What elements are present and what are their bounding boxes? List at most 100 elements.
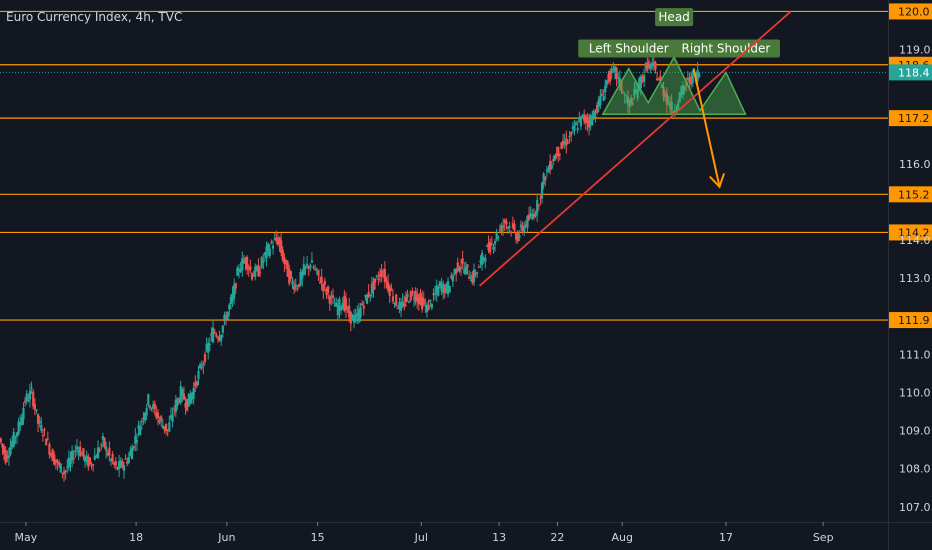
candle-body — [451, 275, 455, 282]
candle-body — [317, 269, 320, 276]
candle-body — [83, 457, 87, 462]
candle-body — [388, 286, 391, 297]
candle-body — [552, 159, 555, 162]
candle-body — [443, 286, 446, 294]
projection-arrow-head — [709, 173, 726, 189]
candle-body — [85, 455, 88, 462]
candle-body — [672, 111, 675, 113]
candle-body — [229, 296, 233, 304]
candle-body — [307, 266, 310, 269]
candle-body — [17, 421, 20, 435]
candle-body — [364, 295, 367, 297]
candle-body — [234, 283, 237, 289]
x-tick-label: Aug — [612, 531, 633, 544]
candle-body — [82, 448, 85, 458]
candle-body — [518, 234, 521, 239]
candle-body — [189, 395, 192, 404]
candle-body — [446, 280, 450, 295]
candle-body — [675, 109, 678, 112]
candle-body — [442, 283, 445, 294]
candle-body — [466, 264, 469, 268]
candle-body — [309, 264, 312, 269]
candle-body — [216, 338, 220, 340]
candle-body — [43, 429, 46, 431]
candle-body — [278, 237, 281, 246]
candle-body — [59, 463, 62, 473]
candle-body — [696, 69, 699, 81]
candle-body — [127, 456, 130, 463]
candle-body — [468, 276, 471, 279]
candle-body — [377, 278, 380, 280]
candle-body — [325, 289, 328, 296]
projection-arrow-group — [692, 68, 726, 189]
candle-body — [625, 101, 628, 103]
candle-body — [271, 245, 275, 249]
y-tick-label: 113.0 — [899, 272, 931, 285]
candle-body — [119, 460, 122, 468]
candle-body — [41, 434, 45, 437]
candle-body — [291, 281, 294, 285]
pattern-label: Right Shoulder — [682, 42, 771, 56]
candle-body — [2, 446, 6, 454]
candle-body — [177, 401, 181, 403]
candle-body — [677, 103, 680, 110]
candle-body — [207, 343, 210, 353]
candle-body — [474, 272, 477, 276]
candle-body — [369, 294, 372, 297]
candle-body — [594, 116, 597, 118]
candle-body — [638, 77, 641, 91]
candle-body — [294, 284, 297, 288]
candle-body — [414, 291, 417, 302]
candle-body — [513, 224, 516, 231]
candle-body — [114, 461, 117, 466]
candle-body — [304, 266, 307, 268]
candle-body — [615, 67, 618, 80]
candle-body — [579, 116, 583, 127]
candle-body — [48, 443, 51, 455]
pattern-label-bg — [578, 39, 680, 58]
candle-body — [403, 303, 406, 307]
candle-body — [435, 285, 438, 294]
candle-body — [340, 306, 343, 311]
projection-arrow-shaft — [692, 68, 721, 187]
candle-body — [346, 307, 349, 309]
candle-body — [688, 78, 691, 83]
candle-body — [365, 294, 369, 304]
candle-body — [482, 257, 485, 261]
candle-body — [536, 200, 539, 214]
candle-body — [429, 299, 432, 302]
candle-body — [275, 237, 278, 241]
candle-body — [571, 126, 574, 129]
candle-body — [96, 447, 100, 459]
candle-body — [118, 461, 121, 470]
candle-body — [417, 297, 420, 305]
candle-body — [500, 225, 503, 232]
candle-body — [492, 246, 495, 250]
candle-body — [108, 447, 111, 456]
candle-body — [521, 226, 524, 231]
candle-body — [445, 284, 448, 292]
candle-body — [93, 455, 96, 460]
candle-body — [380, 270, 383, 276]
candle-body — [385, 279, 388, 282]
pattern-label: Left Shoulder — [589, 42, 669, 56]
candle-body — [526, 215, 529, 228]
candle-body — [686, 77, 689, 80]
candle-body — [557, 146, 560, 157]
candle-body — [555, 153, 558, 156]
candle-body — [67, 457, 70, 468]
pattern-label: Head — [658, 10, 689, 24]
x-tick-label: 17 — [719, 531, 733, 544]
candle-body — [335, 302, 338, 307]
candle-body — [305, 263, 309, 267]
candle-body — [626, 96, 630, 105]
candle-body — [312, 266, 315, 269]
candle-body — [416, 294, 419, 302]
current-price-label: 118.4 — [898, 66, 930, 79]
candle-body — [516, 233, 519, 242]
candle-body — [166, 429, 169, 431]
candle-body — [495, 232, 498, 240]
candle-body — [660, 84, 664, 88]
